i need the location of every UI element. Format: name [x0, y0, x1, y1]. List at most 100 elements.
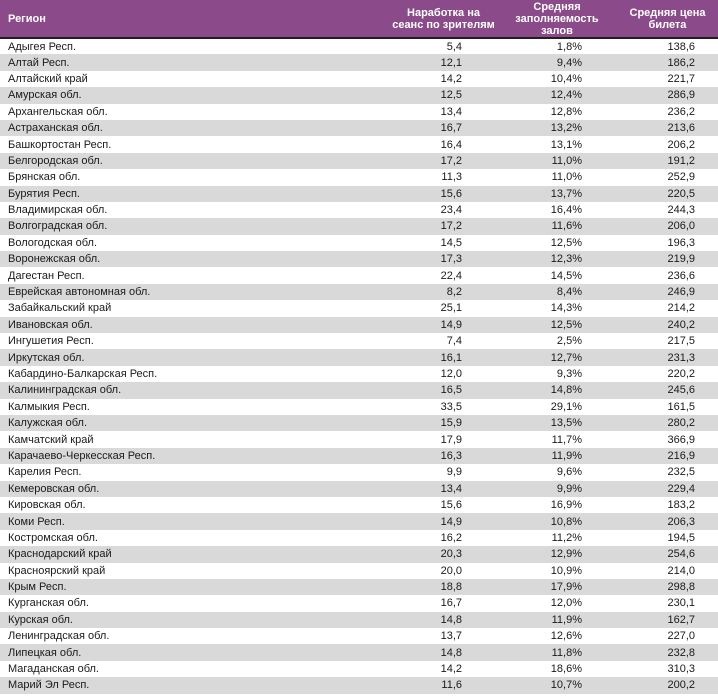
occupancy-cell: 11,8% — [551, 646, 582, 659]
occupancy-cell: 16,4% — [550, 204, 582, 217]
occupancy-cell: 13,7% — [550, 187, 582, 200]
table-row: Карелия Респ. 9,9 9,6% 232,5 — [0, 464, 718, 481]
occupancy-cell: 14,5% — [550, 269, 582, 282]
viewers-per-session-cell: 8,2 — [446, 286, 462, 299]
ticket-price-cell: 191,2 — [667, 154, 695, 167]
table-row: Красноярский край 20,0 10,9% 214,0 — [0, 562, 718, 579]
region-cell: Еврейская автономная обл. — [8, 286, 151, 299]
ticket-price-cell: 220,5 — [667, 187, 695, 200]
viewers-per-session-cell: 15,6 — [440, 187, 462, 200]
table-row: Камчатский край 17,9 11,7% 366,9 — [0, 431, 718, 448]
ticket-price-cell: 229,4 — [667, 482, 695, 495]
table-row: Ингушетия Респ. 7,4 2,5% 217,5 — [0, 333, 718, 350]
table-row: Башкортостан Респ. 16,4 13,1% 206,2 — [0, 136, 718, 153]
occupancy-cell: 11,2% — [551, 531, 582, 544]
ticket-price-cell: 214,2 — [667, 302, 695, 315]
ticket-price-cell: 161,5 — [667, 400, 695, 413]
ticket-price-cell: 236,6 — [667, 269, 695, 282]
occupancy-cell: 12,9% — [550, 548, 582, 561]
occupancy-cell: 12,5% — [550, 236, 582, 249]
table-header: Регион Наработка на сеанс по зрителям Ср… — [0, 0, 718, 39]
occupancy-cell: 10,7% — [550, 679, 582, 692]
occupancy-cell: 10,9% — [550, 564, 582, 577]
viewers-per-session-cell: 15,6 — [440, 499, 462, 512]
occupancy-cell: 12,4% — [550, 89, 582, 102]
table-row: Костромская обл. 16,2 11,2% 194,5 — [0, 529, 718, 547]
table-row: Липецкая обл. 14,8 11,8% 232,8 — [0, 644, 718, 661]
viewers-per-session-cell: 17,2 — [440, 220, 462, 233]
occupancy-cell: 9,4% — [556, 56, 582, 69]
table-row: Иркутская обл. 16,1 12,7% 231,3 — [0, 349, 718, 366]
region-cell: Вологодская обл. — [8, 236, 98, 249]
occupancy-cell: 12,5% — [550, 318, 582, 331]
viewers-per-session-cell: 14,8 — [440, 613, 462, 626]
viewers-per-session-cell: 16,2 — [440, 531, 462, 544]
region-cell: Курская обл. — [8, 613, 73, 626]
region-cell: Архангельская обл. — [8, 105, 108, 118]
table-body: Адыгея Респ. 5,4 1,8% 138,6 Алтай Респ. … — [0, 38, 718, 694]
table-row: Крым Респ. 18,8 17,9% 298,8 — [0, 578, 718, 596]
occupancy-cell: 2,5% — [556, 335, 582, 348]
region-cell: Амурская обл. — [8, 89, 82, 102]
viewers-per-session-cell: 12,5 — [440, 89, 462, 102]
region-cell: Марий Эл Респ. — [8, 679, 90, 692]
occupancy-cell: 12,6% — [550, 630, 582, 643]
viewers-per-session-cell: 13,4 — [440, 482, 462, 495]
ticket-price-cell: 298,8 — [667, 581, 695, 594]
ticket-price-cell: 206,3 — [667, 515, 695, 528]
occupancy-cell: 1,8% — [556, 40, 582, 53]
viewers-per-session-cell: 18,8 — [440, 581, 462, 594]
occupancy-cell: 11,0% — [551, 171, 582, 184]
region-cell: Карачаево-Черкесская Респ. — [8, 449, 156, 462]
region-cell: Костромская обл. — [8, 531, 98, 544]
ticket-price-cell: 206,0 — [667, 220, 695, 233]
table-row: Марий Эл Респ. 11,6 10,7% 200,2 — [0, 677, 718, 694]
table-row: Кировская обл. 15,6 16,9% 183,2 — [0, 496, 718, 514]
table-row: Еврейская автономная обл. 8,2 8,4% 246,9 — [0, 283, 718, 301]
region-cell: Кабардино-Балкарская Респ. — [8, 368, 158, 380]
ticket-price-cell: 232,8 — [667, 646, 695, 659]
viewers-per-session-cell: 13,4 — [440, 105, 462, 118]
occupancy-cell: 9,3% — [556, 368, 582, 380]
viewers-per-session-cell: 11,3 — [441, 171, 462, 184]
ticket-price-cell: 280,2 — [667, 417, 695, 430]
occupancy-cell: 18,6% — [550, 663, 582, 676]
ticket-price-cell: 162,7 — [667, 613, 695, 626]
viewers-per-session-cell: 16,4 — [440, 138, 462, 151]
viewers-per-session-cell: 14,2 — [440, 663, 462, 676]
table-row: Калужская обл. 15,9 13,5% 280,2 — [0, 414, 718, 432]
region-cell: Бурятия Респ. — [8, 187, 80, 200]
column-header-region: Регион — [0, 0, 390, 39]
viewers-per-session-cell: 12,0 — [440, 368, 462, 380]
table-row: Вологодская обл. 14,5 12,5% 196,3 — [0, 234, 718, 252]
ticket-price-cell: 213,6 — [667, 122, 695, 135]
table-row: Карачаево-Черкесская Респ. 16,3 11,9% 21… — [0, 447, 718, 465]
occupancy-cell: 11,9% — [551, 613, 582, 626]
ticket-price-cell: 221,7 — [667, 72, 695, 85]
region-cell: Калининградская обл. — [8, 384, 122, 397]
table-row: Коми Респ. 14,9 10,8% 206,3 — [0, 513, 718, 530]
occupancy-cell: 11,7% — [551, 433, 582, 446]
viewers-per-session-cell: 33,5 — [440, 400, 462, 413]
table-row: Астраханская обл. 16,7 13,2% 213,6 — [0, 119, 718, 137]
viewers-per-session-cell: 14,8 — [440, 646, 462, 659]
region-cell: Магаданская обл. — [8, 663, 99, 676]
occupancy-cell: 11,9% — [551, 449, 582, 462]
viewers-per-session-cell: 12,1 — [440, 56, 462, 69]
ticket-price-cell: 183,2 — [667, 499, 695, 512]
viewers-per-session-cell: 15,9 — [440, 417, 462, 430]
viewers-per-session-cell: 23,4 — [440, 204, 462, 217]
table-row: Ивановская обл. 14,9 12,5% 240,2 — [0, 316, 718, 334]
region-cell: Красноярский край — [8, 564, 106, 577]
viewers-per-session-cell: 16,7 — [440, 122, 462, 135]
region-cell: Курганская обл. — [8, 597, 89, 610]
region-cell: Крым Респ. — [8, 581, 67, 594]
viewers-per-session-cell: 20,3 — [440, 548, 462, 561]
occupancy-cell: 13,5% — [550, 417, 582, 430]
region-cell: Калмыкия Респ. — [8, 400, 90, 413]
ticket-price-cell: 231,3 — [667, 351, 695, 364]
ticket-price-cell: 245,6 — [667, 384, 695, 397]
viewers-per-session-cell: 25,1 — [440, 302, 462, 315]
ticket-price-cell: 220,2 — [667, 368, 695, 380]
table-row: Кабардино-Балкарская Респ. 12,0 9,3% 220… — [0, 365, 718, 383]
